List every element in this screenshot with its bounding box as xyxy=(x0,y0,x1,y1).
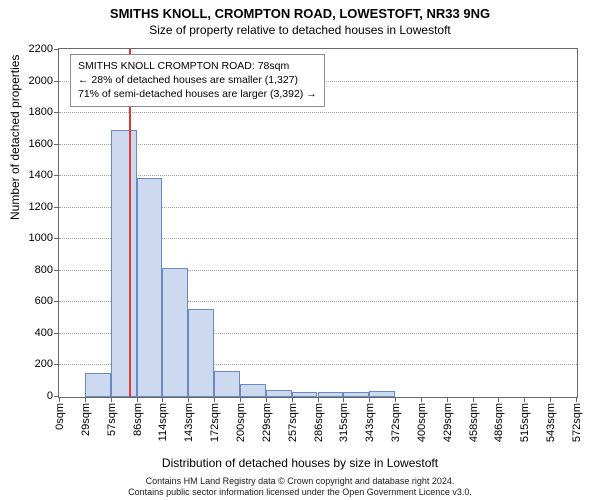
histogram-bar xyxy=(111,130,137,397)
x-tick-mark xyxy=(498,397,499,402)
histogram-bar xyxy=(137,178,163,397)
legend-line-1: SMITHS KNOLL CROMPTON ROAD: 78sqm xyxy=(78,60,289,72)
x-tick-mark xyxy=(343,397,344,402)
histogram-bar xyxy=(266,390,292,397)
y-tick-label: 600 xyxy=(13,295,59,307)
y-tick-label: 1800 xyxy=(13,106,59,118)
x-tick-mark xyxy=(59,397,60,402)
x-tick-label: 315sqm xyxy=(336,403,350,442)
x-tick-label: 372sqm xyxy=(388,403,402,442)
x-tick-mark xyxy=(369,397,370,402)
y-tick-label: 2200 xyxy=(13,43,59,55)
y-tick-label: 0 xyxy=(13,390,59,402)
histogram-bar xyxy=(369,391,395,397)
x-tick-label: 286sqm xyxy=(311,403,325,442)
x-tick-label: 429sqm xyxy=(440,403,454,442)
x-tick-label: 229sqm xyxy=(259,403,273,442)
histogram-bar xyxy=(214,371,240,397)
histogram-bar xyxy=(318,392,344,397)
x-tick-label: 515sqm xyxy=(517,403,531,442)
histogram-bar xyxy=(85,373,111,397)
x-tick-label: 200sqm xyxy=(233,403,247,442)
x-axis-label: Distribution of detached houses by size … xyxy=(0,456,600,470)
x-tick-mark xyxy=(318,397,319,402)
gridline xyxy=(59,112,577,113)
x-tick-label: 0sqm xyxy=(52,403,66,430)
x-tick-label: 172sqm xyxy=(207,403,221,442)
x-tick-label: 572sqm xyxy=(569,403,583,442)
x-tick-label: 86sqm xyxy=(130,403,144,436)
x-tick-mark xyxy=(576,397,577,402)
x-tick-label: 400sqm xyxy=(414,403,428,442)
x-tick-label: 343sqm xyxy=(362,403,376,442)
x-tick-mark xyxy=(550,397,551,402)
footer-line-1: Contains HM Land Registry data © Crown c… xyxy=(146,476,455,486)
x-tick-label: 543sqm xyxy=(543,403,557,442)
x-tick-label: 458sqm xyxy=(466,403,480,442)
x-tick-label: 257sqm xyxy=(285,403,299,442)
histogram-bar xyxy=(343,392,369,397)
x-tick-mark xyxy=(137,397,138,402)
gridline xyxy=(59,144,577,145)
x-tick-mark xyxy=(395,397,396,402)
y-tick-label: 400 xyxy=(13,327,59,339)
y-tick-label: 1400 xyxy=(13,169,59,181)
chart-title: SMITHS KNOLL, CROMPTON ROAD, LOWESTOFT, … xyxy=(0,0,600,21)
x-tick-mark xyxy=(162,397,163,402)
histogram-bar xyxy=(240,384,266,397)
chart-container: SMITHS KNOLL, CROMPTON ROAD, LOWESTOFT, … xyxy=(0,0,600,500)
footer-line-2: Contains public sector information licen… xyxy=(128,487,472,497)
x-tick-label: 486sqm xyxy=(491,403,505,442)
y-tick-label: 800 xyxy=(13,264,59,276)
y-tick-label: 2000 xyxy=(13,75,59,87)
x-tick-mark xyxy=(240,397,241,402)
x-tick-mark xyxy=(85,397,86,402)
footer-attribution: Contains HM Land Registry data © Crown c… xyxy=(0,476,600,499)
x-tick-label: 57sqm xyxy=(104,403,118,436)
x-tick-label: 114sqm xyxy=(155,403,169,441)
x-tick-mark xyxy=(214,397,215,402)
x-tick-label: 143sqm xyxy=(181,403,195,442)
histogram-bar xyxy=(292,392,318,397)
histogram-bar xyxy=(162,268,188,397)
x-tick-mark xyxy=(473,397,474,402)
y-tick-label: 1000 xyxy=(13,232,59,244)
y-tick-label: 1200 xyxy=(13,201,59,213)
legend-line-2: ← 28% of detached houses are smaller (1,… xyxy=(78,74,298,86)
x-tick-mark xyxy=(188,397,189,402)
x-tick-mark xyxy=(524,397,525,402)
histogram-bar xyxy=(188,309,214,397)
y-tick-label: 1600 xyxy=(13,138,59,150)
x-tick-mark xyxy=(266,397,267,402)
gridline xyxy=(59,175,577,176)
x-tick-mark xyxy=(421,397,422,402)
legend-box: SMITHS KNOLL CROMPTON ROAD: 78sqm ← 28% o… xyxy=(70,54,325,107)
x-tick-mark xyxy=(447,397,448,402)
legend-line-3: 71% of semi-detached houses are larger (… xyxy=(78,88,317,100)
chart-subtitle: Size of property relative to detached ho… xyxy=(0,21,600,37)
y-tick-label: 200 xyxy=(13,358,59,370)
x-tick-mark xyxy=(292,397,293,402)
x-tick-label: 29sqm xyxy=(78,403,92,436)
x-tick-mark xyxy=(111,397,112,402)
